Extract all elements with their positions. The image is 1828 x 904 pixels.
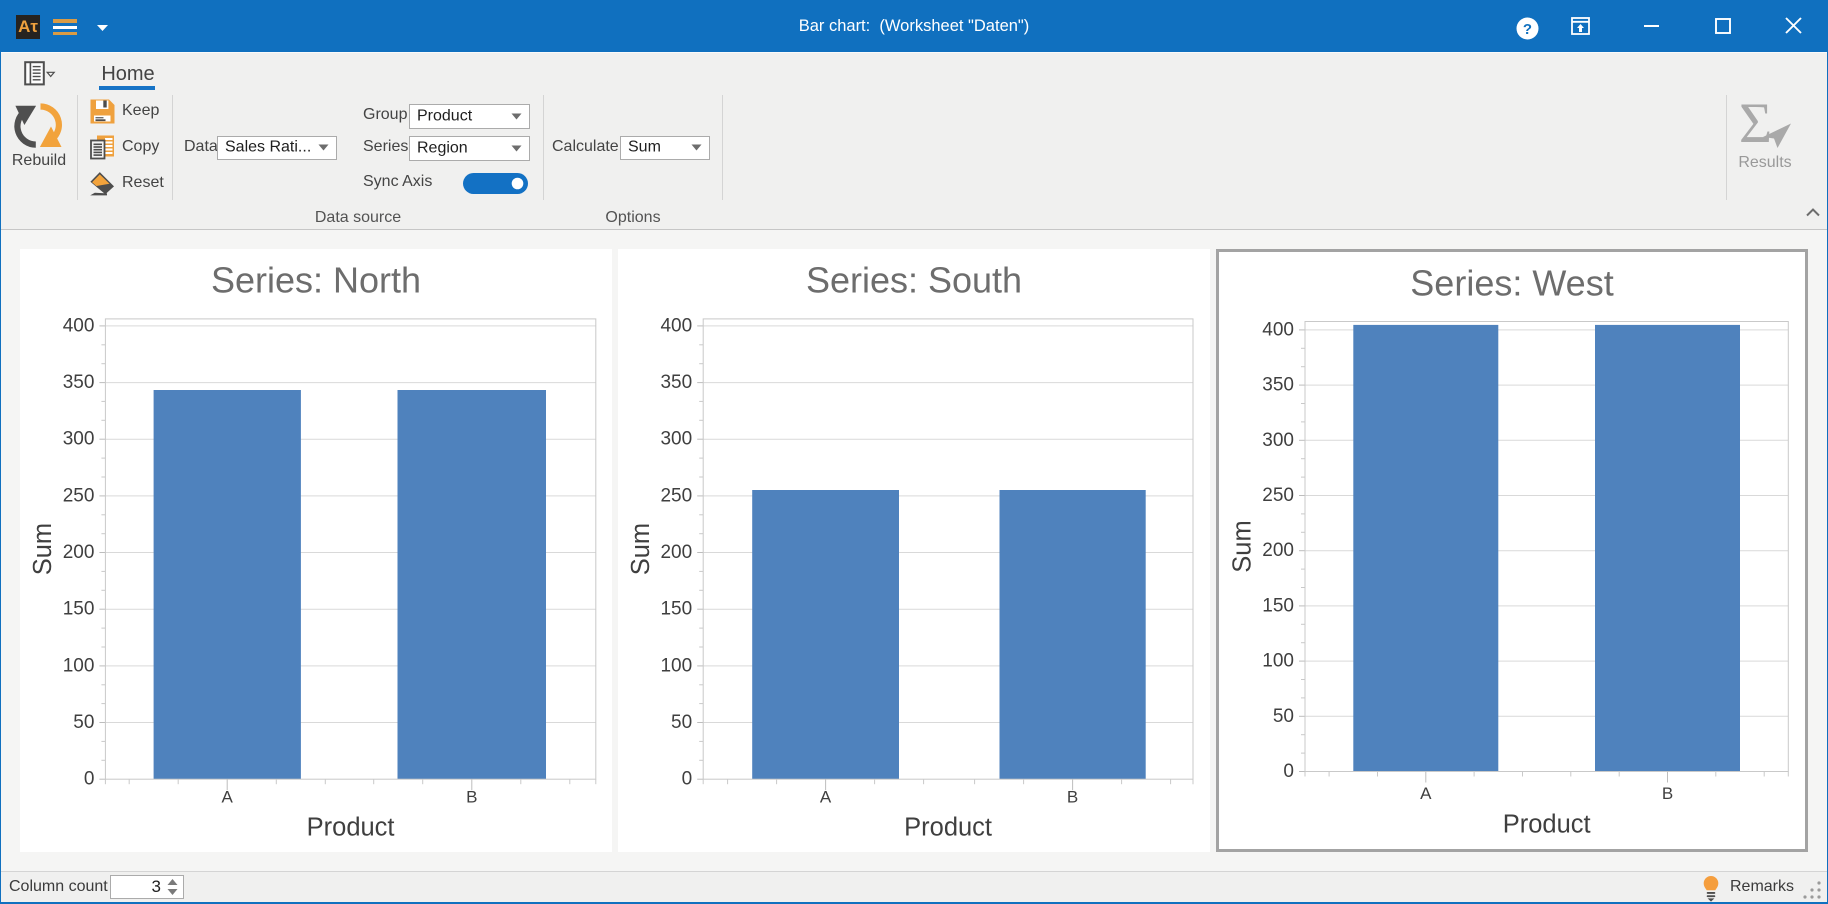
svg-text:50: 50 [1273,706,1294,727]
svg-text:Product: Product [1503,810,1591,838]
svg-text:250: 250 [660,485,692,506]
svg-text:Series: West: Series: West [1410,263,1613,304]
svg-text:Product: Product [307,814,395,842]
svg-text:0: 0 [84,769,95,790]
svg-text:250: 250 [63,485,95,506]
svg-text:0: 0 [1283,761,1294,782]
svg-text:B: B [1662,784,1673,803]
svg-text:B: B [466,788,477,807]
svg-text:A: A [1420,784,1432,803]
svg-text:150: 150 [63,599,95,620]
svg-text:100: 100 [1262,651,1294,672]
svg-text:0: 0 [682,769,693,790]
svg-text:100: 100 [63,655,95,676]
svg-text:Sum: Sum [627,523,655,575]
svg-text:300: 300 [63,429,95,450]
svg-text:200: 200 [63,542,95,563]
svg-text:300: 300 [1262,430,1294,451]
svg-text:200: 200 [1262,540,1294,561]
svg-text:200: 200 [660,542,692,563]
svg-text:250: 250 [1262,485,1294,506]
svg-text:A: A [820,788,832,807]
svg-text:300: 300 [660,429,692,450]
svg-text:Sum: Sum [29,523,57,575]
svg-text:400: 400 [63,315,95,336]
svg-text:350: 350 [1262,375,1294,396]
svg-text:A: A [222,788,234,807]
svg-text:Series: South: Series: South [806,260,1022,301]
svg-text:400: 400 [1262,319,1294,340]
svg-text:150: 150 [1262,595,1294,616]
svg-text:Series: North: Series: North [211,260,421,301]
svg-text:Σ: Σ [1739,100,1772,150]
svg-text:100: 100 [660,655,692,676]
svg-text:?: ? [1523,21,1532,38]
svg-text:150: 150 [660,599,692,620]
svg-text:Product: Product [904,814,992,842]
svg-text:B: B [1067,788,1078,807]
svg-text:350: 350 [660,372,692,393]
svg-text:50: 50 [671,712,692,733]
svg-text:400: 400 [660,315,692,336]
svg-text:50: 50 [73,712,94,733]
svg-text:350: 350 [63,372,95,393]
svg-text:Sum: Sum [1229,520,1257,572]
